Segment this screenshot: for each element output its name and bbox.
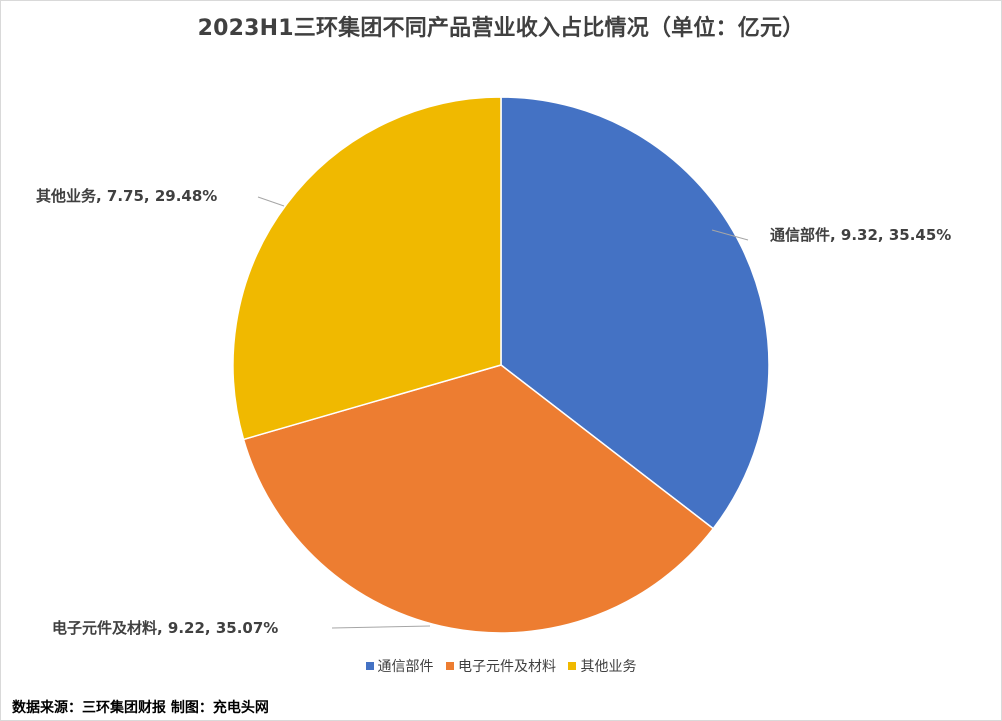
legend: 通信部件 电子元件及材料 其他业务 bbox=[0, 656, 1002, 676]
chart-title: 2023H1三环集团不同产品营业收入占比情况（单位：亿元） bbox=[197, 16, 805, 41]
data-label-other-business: 其他业务, 7.75, 29.48% bbox=[36, 187, 217, 205]
legend-swatch bbox=[568, 662, 577, 670]
legend-item-other-business: 其他业务 bbox=[568, 656, 636, 676]
legend-label: 电子元件及材料 bbox=[458, 659, 556, 675]
legend-item-electronic-components: 电子元件及材料 bbox=[446, 656, 556, 676]
pie-slice-electronic-components bbox=[242, 364, 715, 634]
legend-item-communication-parts: 通信部件 bbox=[365, 656, 434, 676]
pie-slice-communication-parts bbox=[500, 96, 770, 530]
leader-line bbox=[257, 196, 285, 207]
leader-lines bbox=[257, 196, 749, 629]
source-note: 数据来源：三环集团财报 制图：充电头网 bbox=[12, 700, 269, 716]
legend-label: 通信部件 bbox=[377, 659, 434, 675]
pie-slices bbox=[232, 96, 770, 634]
pie-slice-other-business bbox=[232, 96, 502, 441]
leader-line bbox=[711, 229, 749, 241]
leader-line bbox=[331, 625, 431, 629]
data-labels: 通信部件, 9.32, 35.45% 电子元件及材料, 9.22, 35.07%… bbox=[36, 187, 951, 637]
legend-label: 其他业务 bbox=[580, 659, 637, 675]
legend-swatch bbox=[446, 662, 454, 670]
legend-swatch bbox=[365, 662, 374, 670]
data-label-communication-parts: 通信部件, 9.32, 35.45% bbox=[770, 226, 951, 244]
data-label-electronic-components: 电子元件及材料, 9.22, 35.07% bbox=[52, 619, 278, 637]
